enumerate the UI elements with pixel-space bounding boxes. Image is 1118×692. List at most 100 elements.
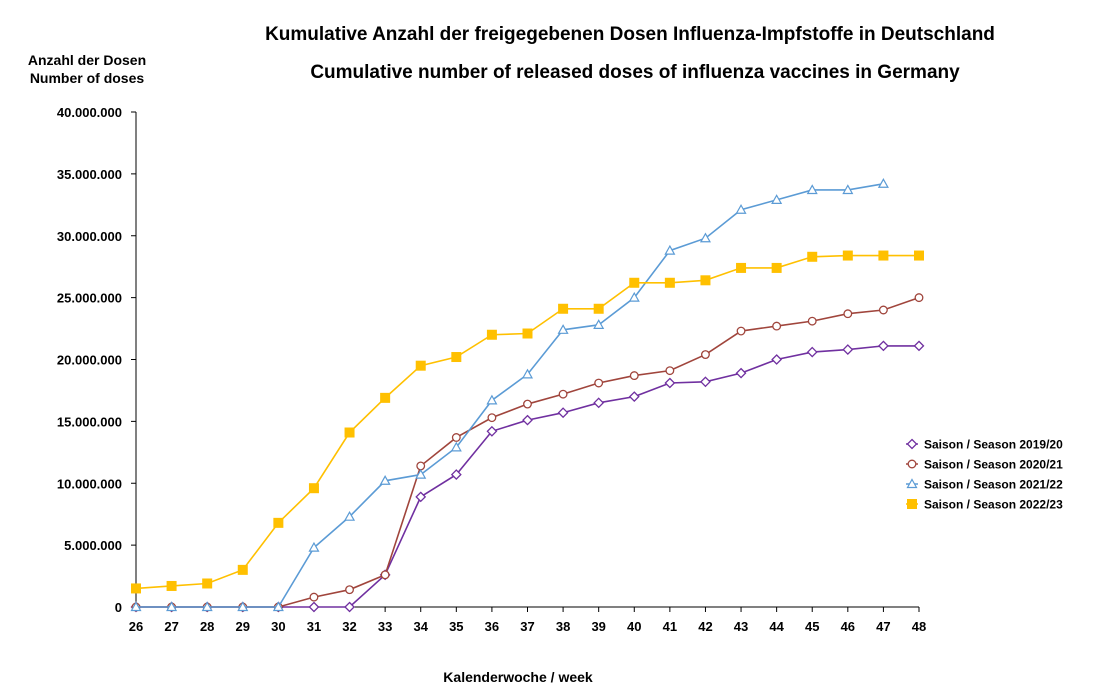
x-tick-label: 47 xyxy=(876,619,890,634)
y-axis-label-de: Anzahl der Dosen xyxy=(28,52,146,68)
x-tick-label: 30 xyxy=(271,619,285,634)
y-tick-label: 20.000.000 xyxy=(57,353,122,368)
data-point-square xyxy=(664,277,675,288)
legend-entry: Saison / Season 2020/21 xyxy=(906,458,1063,472)
chart-subtitle: Cumulative number of released doses of i… xyxy=(310,62,960,83)
x-tick-label: 38 xyxy=(556,619,570,634)
legend-entry: Saison / Season 2021/22 xyxy=(906,478,1063,492)
x-tick-label: 45 xyxy=(805,619,819,634)
y-tick-label: 15.000.000 xyxy=(57,414,122,429)
data-point-diamond xyxy=(450,469,462,481)
data-point-circle xyxy=(736,326,746,336)
x-tick-label: 40 xyxy=(627,619,641,634)
data-point-square xyxy=(131,583,141,594)
data-point-circle xyxy=(416,461,426,471)
data-point-square xyxy=(593,303,604,314)
data-point-triangle xyxy=(593,319,605,329)
data-point-square xyxy=(700,275,711,286)
data-point-circle xyxy=(523,399,532,409)
data-point-triangle xyxy=(130,601,142,612)
legend: Saison / Season 2019/20 Saison / Season 2… xyxy=(906,438,1063,512)
data-point-square xyxy=(486,329,497,340)
data-point-circle xyxy=(701,350,710,359)
data-point-triangle xyxy=(166,601,178,612)
data-point-square xyxy=(842,250,853,261)
legend-label: Saison / Season 2022/23 xyxy=(924,498,1063,512)
data-point-diamond xyxy=(308,601,320,613)
y-tick-label: 10.000.000 xyxy=(57,476,122,491)
data-point-triangle xyxy=(486,394,498,405)
data-point-triangle xyxy=(237,601,249,612)
x-tick-label: 33 xyxy=(378,619,392,634)
data-point-diamond xyxy=(806,346,818,358)
data-point-square xyxy=(522,328,533,339)
data-point-triangle xyxy=(771,194,783,204)
series-line xyxy=(136,345,919,608)
series-layer xyxy=(130,178,925,613)
data-point-diamond xyxy=(842,344,854,356)
data-point-triangle xyxy=(628,291,640,302)
x-tick-label: 26 xyxy=(129,619,143,634)
data-point-circle xyxy=(594,378,604,388)
data-point-circle xyxy=(665,366,675,376)
data-point-triangle xyxy=(735,204,747,214)
data-point-square xyxy=(451,352,462,363)
data-point-diamond xyxy=(877,340,889,352)
x-axis-label: Kalenderwoche / week xyxy=(443,669,593,685)
x-tick-label: 43 xyxy=(734,619,748,634)
data-point-diamond xyxy=(664,377,676,389)
data-point-diamond xyxy=(628,391,640,403)
data-point-diamond xyxy=(415,491,427,503)
data-point-diamond xyxy=(593,397,605,409)
data-point-triangle xyxy=(272,601,284,612)
legend-entry: Saison / Season 2022/23 xyxy=(906,498,1063,512)
legend-entry: Saison / Season 2019/20 xyxy=(906,438,1063,452)
x-tick-label: 34 xyxy=(413,619,428,634)
data-point-triangle xyxy=(308,541,320,552)
data-point-square xyxy=(166,580,177,591)
data-point-square xyxy=(736,262,747,273)
data-point-square xyxy=(273,517,284,528)
legend-label: Saison / Season 2019/20 xyxy=(924,438,1063,452)
data-point-diamond xyxy=(486,425,498,437)
data-point-triangle xyxy=(557,324,569,334)
data-point-circle xyxy=(309,592,319,602)
x-tick-label: 27 xyxy=(164,619,178,634)
data-point-square xyxy=(558,303,569,314)
data-point-circle xyxy=(629,371,639,381)
data-point-triangle xyxy=(877,178,889,188)
x-tick-label: 35 xyxy=(449,619,463,634)
data-point-circle xyxy=(558,389,568,399)
data-point-triangle xyxy=(450,441,462,452)
data-point-diamond xyxy=(344,601,355,613)
data-point-diamond xyxy=(771,354,783,365)
x-tick-label: 31 xyxy=(307,619,321,634)
data-point-diamond xyxy=(913,340,925,352)
x-tick-label: 37 xyxy=(520,619,534,634)
data-point-diamond xyxy=(906,438,918,450)
data-point-square xyxy=(344,427,355,438)
data-point-square xyxy=(237,564,248,575)
x-tick-label: 36 xyxy=(485,619,499,634)
data-point-triangle xyxy=(906,478,918,489)
data-point-diamond xyxy=(557,407,569,419)
data-point-triangle xyxy=(201,601,213,612)
series-4 xyxy=(131,250,924,594)
data-point-circle xyxy=(451,433,461,442)
x-tick-label: 29 xyxy=(236,619,250,634)
data-point-square xyxy=(771,262,782,273)
data-point-circle xyxy=(907,459,917,469)
data-point-diamond xyxy=(700,376,711,388)
data-point-circle xyxy=(807,316,817,326)
x-tick-label: 44 xyxy=(769,619,784,634)
y-tick-label: 5.000.000 xyxy=(64,538,122,553)
data-point-square xyxy=(907,499,917,509)
series-2 xyxy=(131,293,924,612)
y-tick-label: 0 xyxy=(115,600,122,615)
x-tick-label: 41 xyxy=(663,619,677,634)
data-point-square xyxy=(914,250,924,261)
data-point-triangle xyxy=(699,232,711,243)
series-line xyxy=(136,182,884,608)
axes: 0 5.000.000 10.000.000 15.000.000 20.000.000… xyxy=(57,105,926,634)
series-1 xyxy=(130,340,925,613)
